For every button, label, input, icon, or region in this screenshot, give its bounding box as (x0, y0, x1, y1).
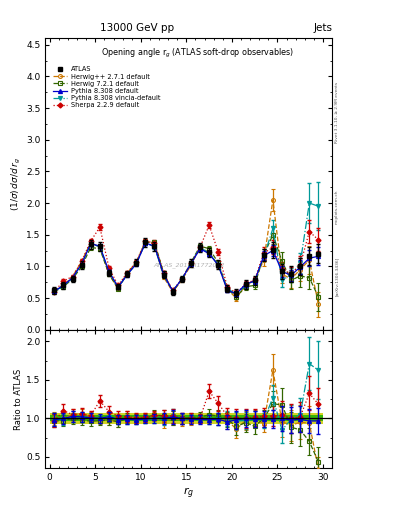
Bar (50, 413, 59, 424)
Bar (195, 415, 205, 421)
Bar (314, 415, 323, 421)
Bar (286, 413, 296, 424)
Bar (150, 413, 159, 424)
Text: Jets: Jets (313, 23, 332, 33)
Bar (241, 413, 250, 424)
Bar (141, 415, 150, 421)
Bar (268, 413, 277, 424)
Y-axis label: $(1/\sigma)\,d\sigma/d\,r_g$: $(1/\sigma)\,d\sigma/d\,r_g$ (10, 157, 23, 211)
Bar (214, 413, 223, 424)
Bar (123, 413, 132, 424)
Bar (177, 415, 186, 421)
Bar (259, 415, 268, 421)
Bar (150, 415, 159, 421)
Text: Opening angle r$_g$ (ATLAS soft-drop observables): Opening angle r$_g$ (ATLAS soft-drop obs… (101, 47, 294, 60)
Bar (223, 415, 232, 421)
Bar (86, 413, 95, 424)
Bar (259, 413, 268, 424)
Bar (68, 413, 77, 424)
Bar (77, 415, 86, 421)
Bar (305, 415, 314, 421)
Bar (105, 415, 114, 421)
Bar (132, 415, 141, 421)
X-axis label: $r_g$: $r_g$ (183, 485, 194, 501)
Bar (214, 415, 223, 421)
Bar (186, 415, 195, 421)
Bar (177, 413, 186, 424)
Bar (77, 413, 86, 424)
Bar (50, 415, 59, 421)
Bar (141, 413, 150, 424)
Bar (305, 413, 314, 424)
Bar (195, 413, 205, 424)
Bar (232, 415, 241, 421)
Bar (59, 415, 68, 421)
Text: mcplots.cern.ch: mcplots.cern.ch (335, 190, 339, 224)
Bar (268, 415, 277, 421)
Bar (68, 415, 77, 421)
Bar (241, 415, 250, 421)
Bar (95, 415, 105, 421)
Bar (296, 415, 305, 421)
Bar (277, 413, 286, 424)
Bar (277, 415, 286, 421)
Bar (114, 413, 123, 424)
Bar (123, 415, 132, 421)
Text: ATLAS_2019_I1772062: ATLAS_2019_I1772062 (153, 263, 224, 268)
Text: 13000 GeV pp: 13000 GeV pp (101, 23, 174, 33)
Bar (223, 413, 232, 424)
Bar (95, 413, 105, 424)
Bar (59, 413, 68, 424)
Bar (159, 415, 168, 421)
Bar (159, 413, 168, 424)
Bar (132, 413, 141, 424)
Bar (205, 415, 214, 421)
Legend: ATLAS, Herwig++ 2.7.1 default, Herwig 7.2.1 default, Pythia 8.308 default, Pythi: ATLAS, Herwig++ 2.7.1 default, Herwig 7.… (51, 65, 162, 110)
Bar (250, 415, 259, 421)
Bar (105, 413, 114, 424)
Bar (86, 415, 95, 421)
Text: [arXiv:1306.3436]: [arXiv:1306.3436] (335, 257, 339, 296)
Text: Rivet 3.1.10, ≥ 2.9M events: Rivet 3.1.10, ≥ 2.9M events (335, 82, 339, 143)
Bar (232, 413, 241, 424)
Bar (250, 413, 259, 424)
Bar (168, 413, 177, 424)
Bar (314, 413, 323, 424)
Bar (186, 413, 195, 424)
Bar (296, 413, 305, 424)
Bar (168, 415, 177, 421)
Bar (286, 415, 296, 421)
Bar (114, 415, 123, 421)
Y-axis label: Ratio to ATLAS: Ratio to ATLAS (14, 369, 23, 430)
Bar (205, 413, 214, 424)
